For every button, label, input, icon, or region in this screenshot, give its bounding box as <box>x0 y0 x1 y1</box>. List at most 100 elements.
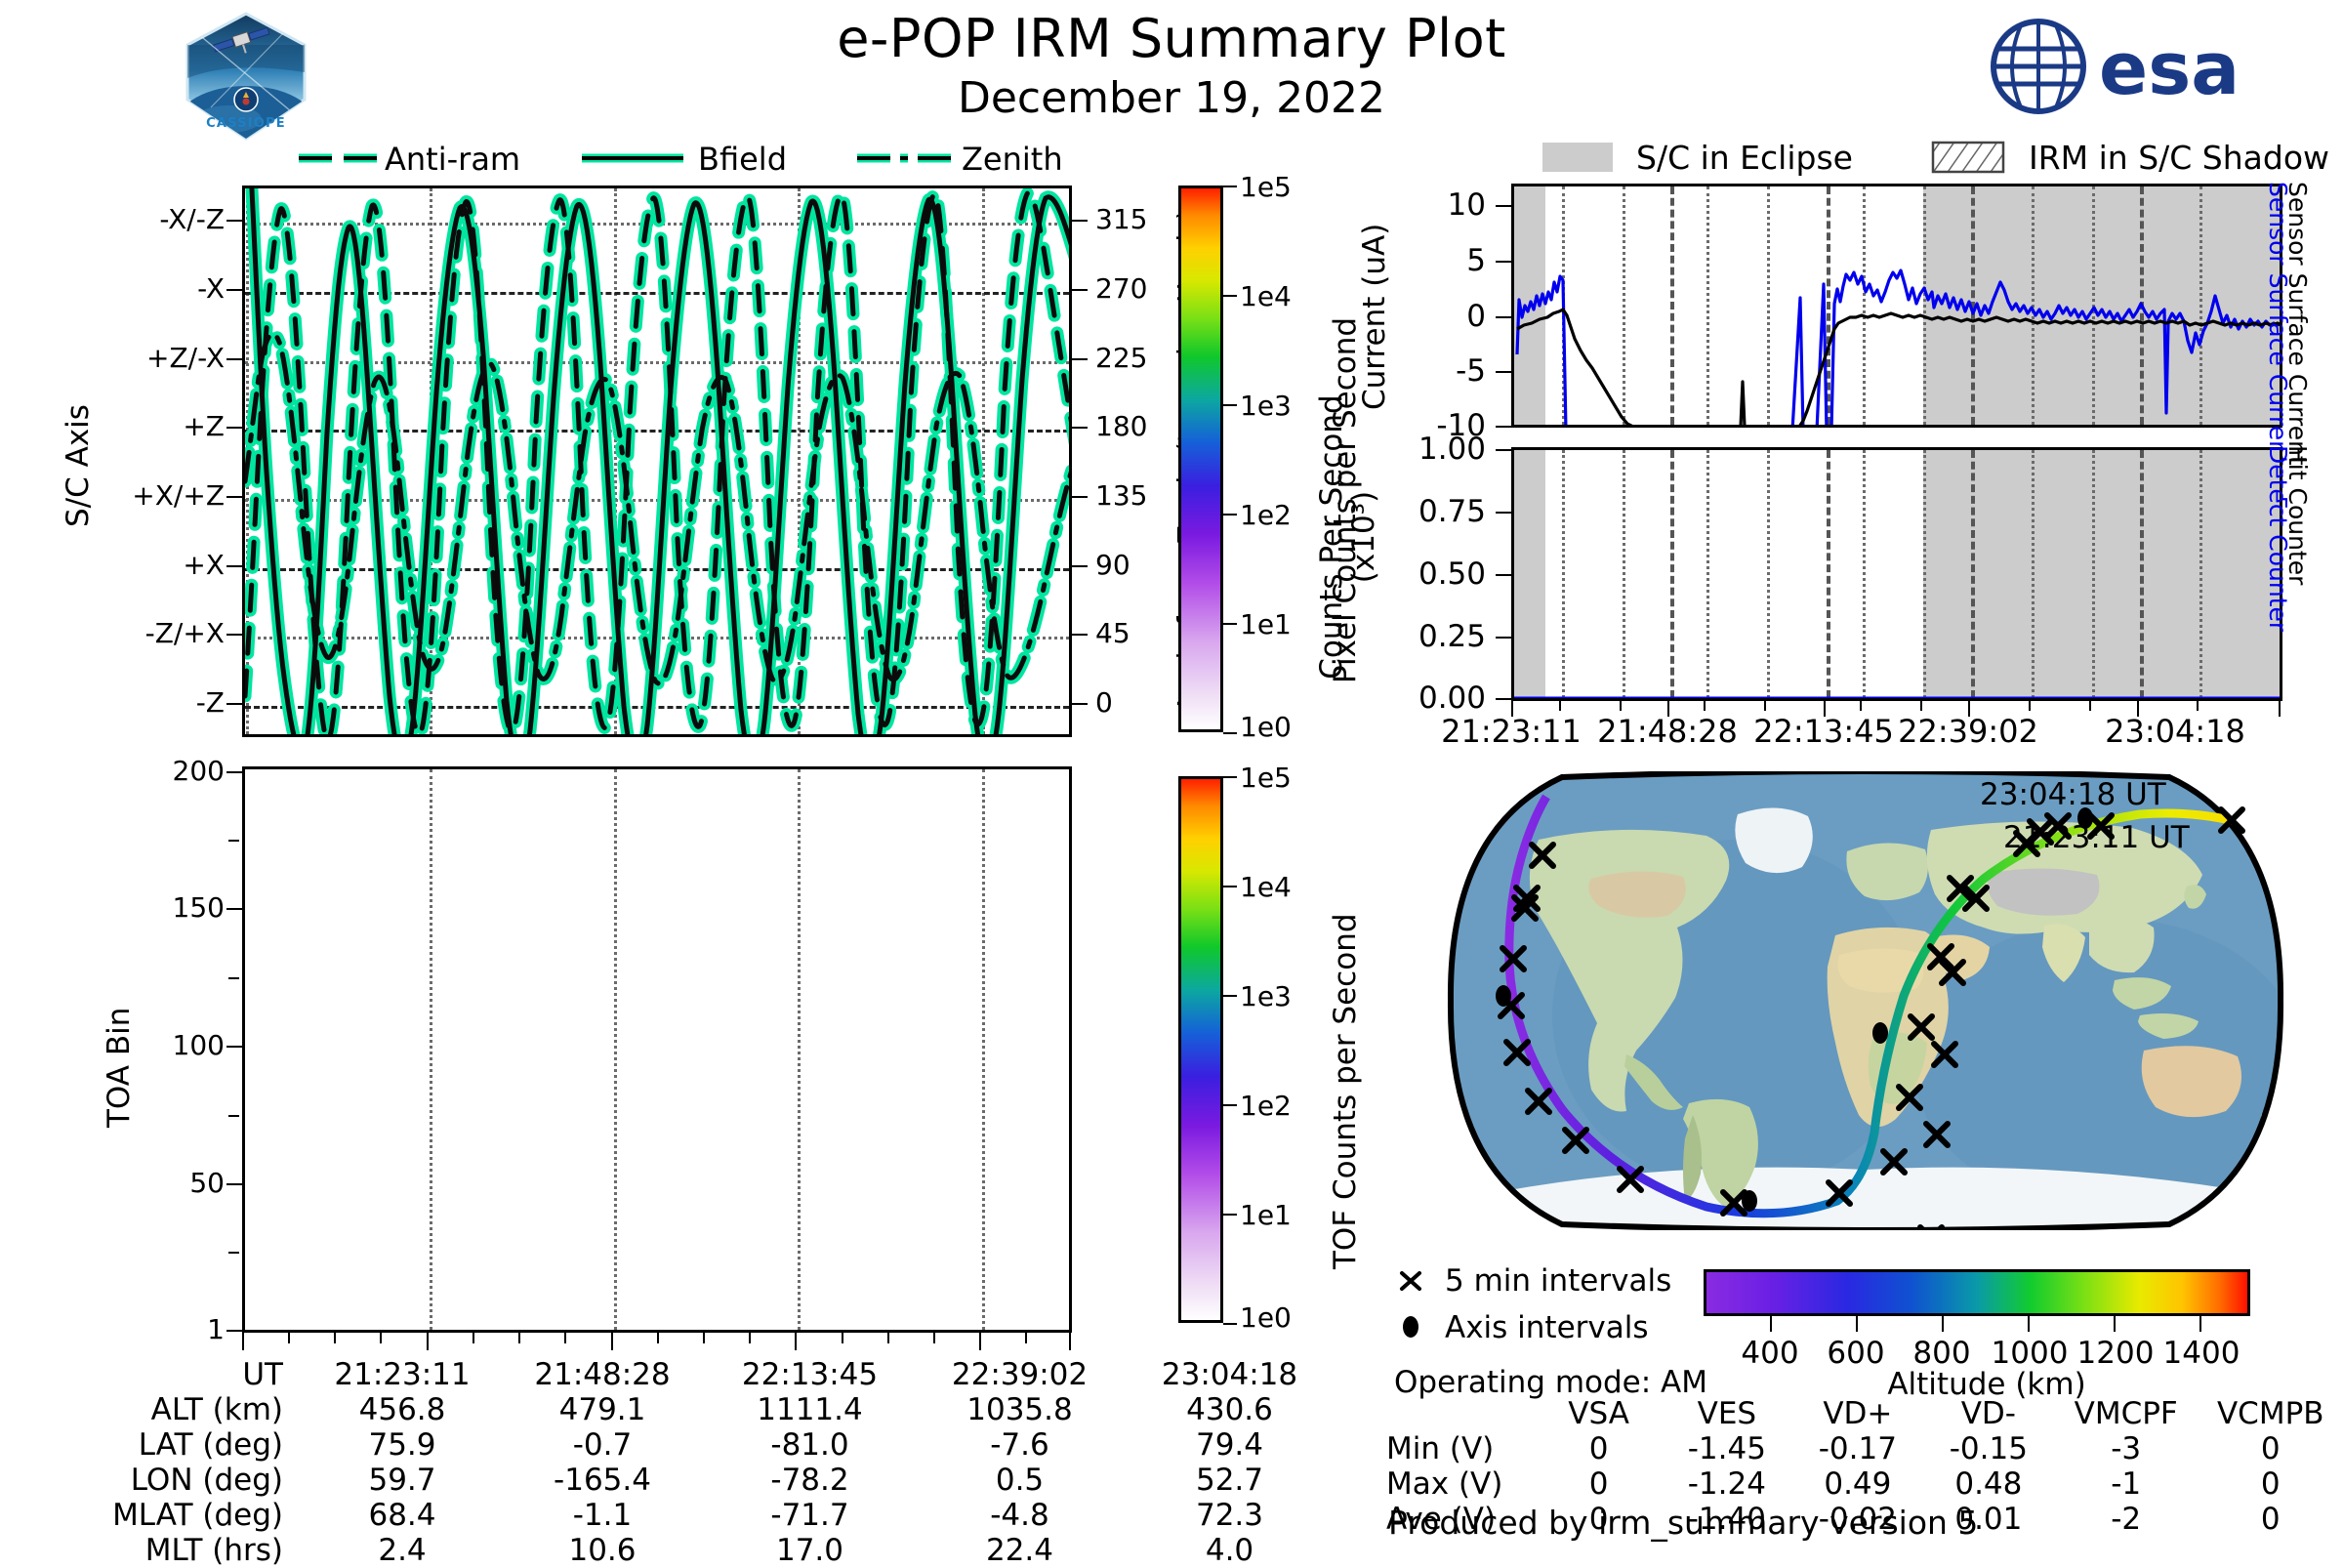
table-row: LON (deg) 59.7 -165.4 -78.2 0.5 52.7 <box>88 1463 1335 1498</box>
voltage-row-label-1: Max (V) <box>1386 1466 1536 1502</box>
toa-ytick-1: 150 <box>88 891 225 924</box>
map-annotation-end: 23:04:18 UT <box>1980 777 2167 812</box>
ephem-cell: 22:13:45 <box>705 1357 915 1392</box>
ephem-cell: 1035.8 <box>915 1392 1125 1427</box>
map-legend-x-label: 5 min intervals <box>1445 1263 1671 1299</box>
counts-xtick-3: 22:39:02 <box>1855 713 2081 750</box>
toa-ylabel: TOA Bin <box>102 1008 137 1128</box>
ephem-cell: -4.8 <box>915 1498 1125 1533</box>
sc-angle-ytick-4: 135 <box>1095 479 1147 512</box>
ephem-cell: 2.4 <box>305 1533 500 1568</box>
ephem-cell: -71.7 <box>705 1498 915 1533</box>
sc-axis-ytick-0: -X/-Z <box>59 203 225 235</box>
pixel-counts-colorbar <box>1178 186 1223 732</box>
current-right-label-black: Sensor Surface Current <box>2283 182 2312 466</box>
gridline-v <box>798 769 801 1330</box>
tof-cb-tick-1: 1e4 <box>1240 871 1292 903</box>
voltage-cell: -1.45 <box>1662 1431 1792 1466</box>
pixel-cb-tick-4: 1e1 <box>1240 608 1292 640</box>
sc-angle-ytick-5: 90 <box>1095 549 1130 581</box>
gridline-v <box>430 769 432 1330</box>
table-row: Min (V) 0 -1.45 -0.17 -0.15 -3 0 <box>1386 1431 2343 1466</box>
voltage-row-label-0: Min (V) <box>1386 1431 1536 1466</box>
ephem-cell: -81.0 <box>705 1427 915 1463</box>
voltage-cell: -2 <box>2054 1502 2199 1537</box>
table-row: Max (V) 0 -1.24 0.49 0.48 -1 0 <box>1386 1466 2343 1502</box>
counts-xtick-4: 23:04:18 <box>2062 713 2288 750</box>
counts-ylabel: Counts Per Second (x10³) <box>1316 391 1381 683</box>
table-header-row: VSA VES VD+ VD- VMCPF VCMPB <box>1386 1396 2343 1431</box>
tof-counts-colorbar <box>1178 776 1223 1323</box>
sc-angle-ytick-6: 45 <box>1095 617 1130 649</box>
toa-ytick-3: 50 <box>88 1167 225 1199</box>
ephem-cell: 479.1 <box>500 1392 705 1427</box>
sensor-current-x5-trace <box>1517 270 2281 428</box>
legend-label-shadow: IRM in S/C Shadow <box>2029 139 2329 177</box>
sc-axis-ytick-5: +X <box>59 549 225 581</box>
sc-angle-ytick-0: 315 <box>1095 203 1147 235</box>
ephem-row-label-5: MLT (hrs) <box>88 1533 305 1568</box>
orbit-world-map: 23:04:18 UT 21:23:11 UT <box>1445 771 2284 1230</box>
sc-angle-ytick-7: 0 <box>1095 686 1113 719</box>
legend-label-eclipse: S/C in Eclipse <box>1636 139 1853 177</box>
pixel-cb-tick-3: 1e2 <box>1240 499 1292 531</box>
current-panel <box>1511 184 2282 428</box>
voltage-cell: -0.15 <box>1923 1431 2054 1466</box>
pixel-cb-tick-0: 1e5 <box>1240 171 1292 203</box>
ephem-cell: 17.0 <box>705 1533 915 1568</box>
ephem-row-label-3: LON (deg) <box>88 1463 305 1498</box>
svg-text:esa: esa <box>2099 27 2240 111</box>
voltage-col-3: VD- <box>1923 1396 2054 1431</box>
map-legend-x-marker <box>1396 1265 1431 1295</box>
voltage-col-0: VSA <box>1536 1396 1661 1431</box>
map-legend-dot-label: Axis intervals <box>1445 1310 1649 1345</box>
toa-ytick-4: 1 <box>88 1313 225 1345</box>
altitude-tick-5: 1400 <box>2136 1336 2267 1371</box>
footer-produced-by: Produced by irm_summary version 5 <box>1388 1504 1978 1542</box>
toa-xaxis-ticks <box>242 1333 1072 1350</box>
sc-axis-panel <box>242 186 1072 737</box>
sc-angle-ytick-1: 270 <box>1095 272 1147 305</box>
voltage-cell: -3 <box>2054 1431 2199 1466</box>
ephem-cell: -1.1 <box>500 1498 705 1533</box>
ephem-cell: -165.4 <box>500 1463 705 1498</box>
current-plot-area <box>1511 184 2282 428</box>
table-row: ALT (km) 456.8 479.1 1111.4 1035.8 430.6 <box>88 1392 1335 1427</box>
ephem-cell: 10.6 <box>500 1533 705 1568</box>
table-row: UT 21:23:11 21:48:28 22:13:45 22:39:02 2… <box>88 1357 1335 1392</box>
toa-ytick-0: 200 <box>88 755 225 787</box>
ephem-cell: 22:39:02 <box>915 1357 1125 1392</box>
voltage-col-2: VD+ <box>1792 1396 1923 1431</box>
voltage-cell: -1 <box>2054 1466 2199 1502</box>
operating-mode-label: Operating mode: AM <box>1394 1365 1707 1400</box>
voltage-cell: 0 <box>1536 1466 1661 1502</box>
counts-panel <box>1511 447 2282 701</box>
voltage-cell: 0.49 <box>1792 1466 1923 1502</box>
voltage-cell: 0 <box>2199 1502 2343 1537</box>
table-row: MLT (hrs) 2.4 10.6 17.0 22.4 4.0 <box>88 1533 1335 1568</box>
sc-axis-ytick-6: -Z/+X <box>59 617 225 649</box>
legend-label-zenith: Zenith <box>962 141 1063 178</box>
sc-axis-ytick-7: -Z <box>59 686 225 719</box>
voltage-cell: 0.48 <box>1923 1466 2054 1502</box>
table-row: MLAT (deg) 68.4 -1.1 -71.7 -4.8 72.3 <box>88 1498 1335 1533</box>
cassiope-logo: CASSIOPE <box>178 10 314 146</box>
tof-cb-label: TOF Counts per Second <box>1328 913 1363 1269</box>
pixel-cb-tick-1: 1e4 <box>1240 280 1292 312</box>
legend-label-anti-ram: Anti-ram <box>385 141 520 178</box>
ephem-cell: -7.6 <box>915 1427 1125 1463</box>
sc-angle-ytick-3: 180 <box>1095 410 1147 442</box>
sc-axis-ytick-2: +Z/-X <box>59 342 225 374</box>
pixel-cb-tick-2: 1e3 <box>1240 390 1292 422</box>
legend-label-bfield: Bfield <box>698 141 787 178</box>
ephem-cell: 52.7 <box>1125 1463 1335 1498</box>
ephem-cell: 22.4 <box>915 1533 1125 1568</box>
ephem-cell: -78.2 <box>705 1463 915 1498</box>
sc-axis-plot-area <box>242 186 1072 737</box>
voltage-col-4: VMCPF <box>2054 1396 2199 1431</box>
ephem-cell: 21:23:11 <box>305 1357 500 1392</box>
counts-right-label-black: Hit Counter <box>2283 445 2312 585</box>
esa-logo: esa <box>1982 14 2304 119</box>
ephem-cell: 59.7 <box>305 1463 500 1498</box>
ephem-cell: 1111.4 <box>705 1392 915 1427</box>
